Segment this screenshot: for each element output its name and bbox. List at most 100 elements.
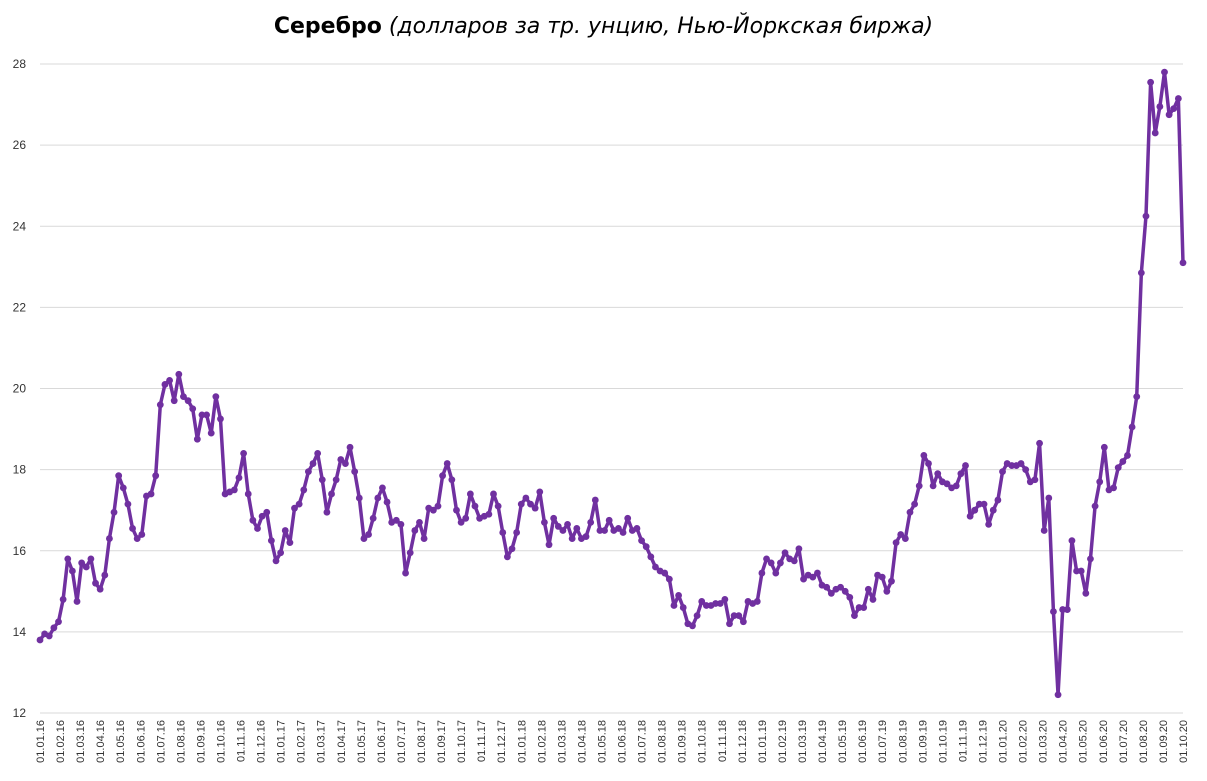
- x-tick-label: 01.05.20: [1078, 720, 1090, 763]
- data-point: [943, 480, 951, 488]
- data-point: [499, 529, 507, 536]
- data-point: [689, 622, 696, 630]
- data-point: [841, 587, 849, 595]
- data-point: [235, 474, 243, 482]
- y-tick-label: 22: [13, 300, 27, 314]
- data-point: [652, 563, 659, 571]
- data-point: [878, 573, 886, 581]
- data-point: [846, 594, 854, 601]
- data-point: [138, 531, 146, 538]
- x-tick-label: 01.08.19: [897, 720, 909, 763]
- data-point: [920, 452, 928, 459]
- data-point: [64, 555, 72, 563]
- x-tick-label: 01.07.20: [1118, 720, 1130, 763]
- data-point: [735, 612, 743, 620]
- data-point: [647, 553, 655, 561]
- data-point: [1077, 567, 1085, 575]
- x-tick-label: 01.08.17: [416, 720, 428, 763]
- data-point: [809, 573, 817, 581]
- data-point: [1087, 555, 1094, 563]
- x-tick-label: 01.11.18: [717, 720, 729, 762]
- data-point: [1040, 527, 1048, 534]
- data-point: [591, 496, 599, 504]
- data-point: [661, 569, 669, 577]
- data-point: [249, 516, 257, 524]
- chart-subtitle: (долларов за тр. унцию, Нью-Йоркская бир…: [388, 14, 934, 39]
- x-tick-label: 01.04.16: [95, 720, 107, 763]
- y-tick-label: 24: [13, 219, 27, 233]
- x-tick-label: 01.05.19: [837, 720, 849, 763]
- x-tick-label: 01.03.18: [556, 720, 568, 763]
- data-point: [1096, 478, 1104, 486]
- data-point: [758, 569, 766, 577]
- x-tick-label: 01.04.20: [1058, 720, 1070, 763]
- x-tick-label: 01.04.19: [817, 720, 829, 763]
- data-point: [925, 460, 932, 467]
- data-point: [263, 508, 271, 516]
- x-tick-label: 01.11.19: [957, 720, 969, 762]
- data-point: [281, 527, 289, 534]
- data-point: [152, 472, 160, 480]
- data-point: [883, 587, 891, 595]
- x-tick-label: 01.08.16: [175, 720, 187, 763]
- x-tick-label: 01.10.18: [697, 720, 709, 763]
- data-point: [55, 618, 62, 626]
- x-tick-label: 01.05.18: [596, 720, 608, 763]
- data-point: [503, 553, 511, 561]
- data-point: [772, 569, 780, 577]
- x-tick-label: 01.09.20: [1158, 720, 1170, 763]
- data-point: [550, 514, 558, 522]
- data-point: [45, 632, 53, 640]
- data-point: [513, 529, 521, 536]
- data-point: [957, 470, 965, 478]
- data-point: [541, 518, 548, 526]
- data-point: [980, 500, 988, 508]
- data-point: [1156, 103, 1164, 110]
- data-point: [337, 456, 345, 463]
- data-point: [184, 397, 192, 405]
- x-tick-label: 01.01.16: [35, 720, 47, 763]
- x-tick-label: 01.07.16: [155, 720, 167, 763]
- data-point: [166, 376, 173, 384]
- data-point: [1137, 269, 1145, 277]
- x-tick-label: 01.02.16: [55, 720, 67, 763]
- data-point: [189, 405, 197, 413]
- data-point: [101, 571, 109, 579]
- data-point: [642, 543, 650, 551]
- data-point: [1147, 78, 1155, 86]
- data-point: [203, 411, 210, 419]
- data-point: [217, 415, 224, 423]
- data-point: [314, 450, 322, 457]
- data-point: [1170, 105, 1178, 113]
- data-point: [73, 598, 81, 605]
- data-point: [365, 531, 372, 538]
- data-point: [402, 569, 409, 577]
- data-point: [346, 443, 354, 451]
- data-point: [624, 514, 632, 522]
- y-tick-label: 14: [13, 625, 27, 639]
- data-point: [147, 490, 155, 498]
- data-point: [360, 535, 368, 542]
- data-point: [466, 490, 474, 498]
- x-tick-label: 01.09.16: [195, 720, 207, 763]
- x-tick-label: 01.12.17: [496, 720, 508, 763]
- data-point: [1022, 466, 1030, 474]
- data-point: [985, 520, 993, 528]
- data-point: [429, 506, 437, 514]
- x-tick-label: 01.10.16: [215, 720, 227, 763]
- data-point: [416, 518, 423, 526]
- y-tick-label: 28: [13, 57, 27, 71]
- data-point: [374, 494, 382, 502]
- data-point: [286, 539, 294, 547]
- x-tick-label: 01.02.17: [296, 720, 308, 763]
- data-point: [355, 494, 363, 502]
- data-point: [767, 559, 775, 567]
- x-tick-label: 01.10.20: [1178, 720, 1190, 763]
- data-point: [1054, 691, 1062, 699]
- data-point: [753, 598, 761, 605]
- data-point: [1151, 129, 1159, 137]
- data-point: [434, 502, 442, 510]
- data-point: [545, 541, 553, 549]
- data-point: [1100, 443, 1108, 451]
- data-point: [406, 549, 414, 557]
